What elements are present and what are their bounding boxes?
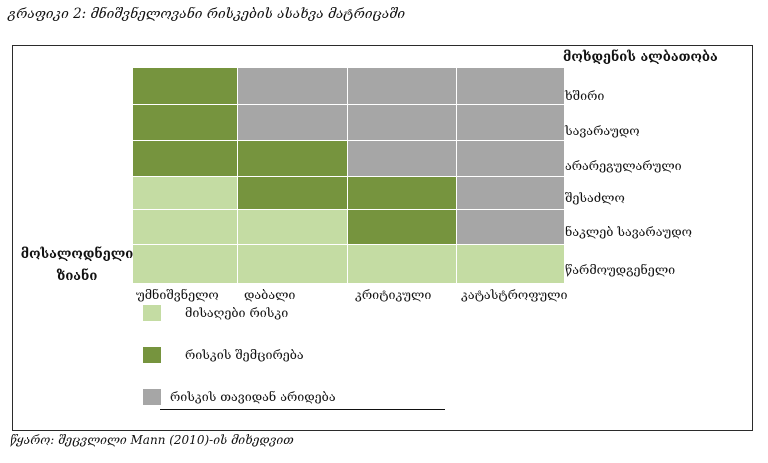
figure-caption: გრაფიკი 2: მნიშვნელოვანი რისკების ასახვა… bbox=[8, 6, 406, 22]
col-label-catastrophic: კატასტროფული bbox=[461, 287, 568, 302]
matrix-cell-avoid bbox=[457, 105, 564, 140]
matrix-cell-mitigate bbox=[238, 141, 347, 176]
row-label-likely: სავარაუდო bbox=[565, 123, 640, 138]
risk-matrix-grid bbox=[133, 68, 564, 283]
legend-swatch-mitigate bbox=[143, 347, 161, 363]
matrix-cell-avoid bbox=[348, 141, 456, 176]
row-label-frequent: ხშირი bbox=[565, 88, 605, 103]
source-note: წყარო: შეცვლილი Mann (2010)-ის მიხედვით bbox=[10, 433, 294, 447]
matrix-cell-avoid bbox=[457, 141, 564, 176]
col-label-low: დაბალი bbox=[244, 287, 296, 302]
matrix-cell-accept bbox=[133, 210, 237, 244]
matrix-cell-avoid bbox=[238, 68, 347, 104]
y-axis-title: მოხდენის ალბათობა bbox=[563, 50, 718, 65]
legend-label-mitigate: რისკის შემცირება bbox=[185, 347, 304, 362]
col-label-critical: კრიტიკული bbox=[355, 287, 432, 302]
legend-swatch-accept bbox=[143, 305, 161, 321]
matrix-cell-accept bbox=[133, 177, 237, 209]
matrix-cell-avoid bbox=[348, 68, 456, 104]
matrix-cell-mitigate bbox=[238, 177, 347, 209]
matrix-cell-mitigate bbox=[133, 141, 237, 176]
x-axis-title: მოსალოდნელი ზიანი bbox=[20, 247, 134, 284]
matrix-cell-avoid bbox=[238, 105, 347, 140]
legend-label-accept: მისაღები რისკი bbox=[185, 305, 289, 320]
matrix-cell-avoid bbox=[457, 177, 564, 209]
row-label-unlikely: ნაკლებ სავარაუდო bbox=[565, 224, 692, 239]
matrix-cell-accept bbox=[238, 210, 347, 244]
matrix-cell-accept bbox=[457, 245, 564, 283]
matrix-cell-mitigate bbox=[133, 105, 237, 140]
matrix-cell-avoid bbox=[457, 210, 564, 244]
legend-swatch-avoid bbox=[143, 389, 161, 405]
matrix-cell-accept bbox=[238, 245, 347, 283]
matrix-cell-avoid bbox=[457, 68, 564, 104]
legend-underline bbox=[160, 409, 445, 410]
matrix-cell-mitigate bbox=[348, 210, 456, 244]
matrix-cell-mitigate bbox=[133, 68, 237, 104]
legend-label-avoid: რისკის თავიდან არიდება bbox=[170, 389, 336, 404]
matrix-cell-accept bbox=[133, 245, 237, 283]
row-label-improbable: წარმოუდგენელი bbox=[565, 262, 676, 277]
matrix-cell-avoid bbox=[348, 105, 456, 140]
row-label-irregular: არარეგულარული bbox=[565, 158, 682, 173]
col-label-insignificant: უმნიშვნელო bbox=[136, 287, 219, 302]
row-label-possible: შესაძლო bbox=[565, 190, 625, 205]
matrix-cell-mitigate bbox=[348, 177, 456, 209]
figure-frame bbox=[12, 45, 753, 431]
matrix-cell-accept bbox=[348, 245, 456, 283]
